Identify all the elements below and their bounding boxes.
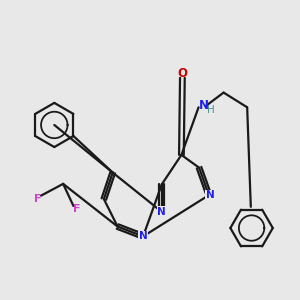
- Text: N: N: [139, 231, 148, 242]
- Text: O: O: [177, 67, 188, 80]
- Text: F: F: [73, 204, 80, 214]
- Text: N: N: [199, 99, 209, 112]
- Text: N: N: [206, 190, 215, 200]
- Text: F: F: [34, 194, 42, 204]
- Text: H: H: [207, 105, 215, 115]
- Text: N: N: [158, 207, 166, 217]
